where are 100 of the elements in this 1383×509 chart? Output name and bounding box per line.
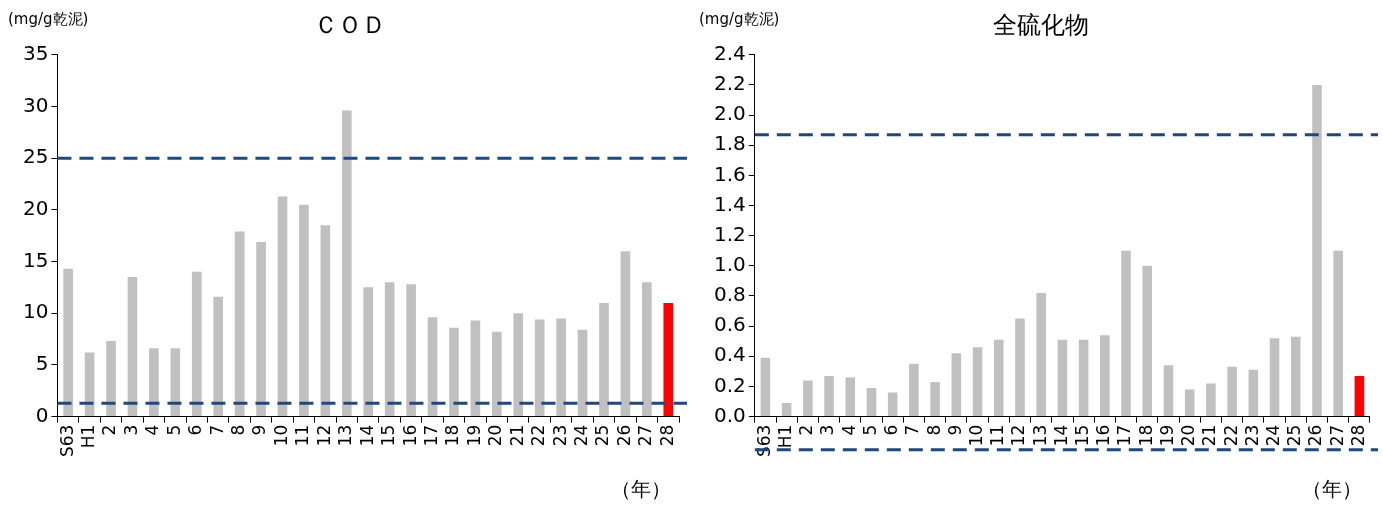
x-tick-label: 5	[163, 424, 184, 436]
bar	[449, 327, 459, 417]
bar	[1248, 369, 1259, 417]
bar	[1312, 84, 1322, 417]
x-tick-label: H1	[775, 424, 796, 449]
bar	[930, 381, 940, 417]
bar	[363, 287, 374, 417]
bar	[256, 241, 266, 417]
y-tick-label: 0.0	[713, 402, 746, 427]
x-tick-label: 11	[987, 424, 1008, 447]
x-tick-label: 20	[1178, 424, 1199, 447]
bar	[63, 268, 73, 417]
y-axis-title: (mg/g乾泥)	[699, 9, 780, 28]
x-tick-label: 12	[1008, 424, 1029, 447]
x-tick-label: 22	[1220, 424, 1241, 447]
x-tick-label: 18	[442, 424, 463, 447]
bar	[866, 387, 877, 417]
chart-title: ＣＯＤ	[313, 10, 386, 39]
x-tick-label: S63	[753, 424, 774, 458]
y-tick-label: 15	[23, 247, 49, 272]
bar	[556, 318, 566, 417]
bar	[534, 319, 545, 417]
bar	[170, 348, 181, 417]
x-tick-label: 16	[399, 424, 420, 447]
x-tick-label: S63	[56, 424, 77, 458]
y-tick-label: 1.4	[713, 191, 746, 216]
bar	[1290, 336, 1301, 417]
x-tick-label: 28	[656, 424, 677, 447]
bar	[213, 296, 224, 417]
bar	[492, 331, 502, 417]
bar	[106, 341, 116, 417]
x-tick-label: 8	[923, 424, 944, 436]
bar	[781, 403, 792, 417]
y-tick-label: 0.8	[713, 282, 746, 307]
bar	[599, 302, 609, 417]
x-tick-label: 17	[1114, 424, 1135, 447]
x-tick-label: 27	[1326, 424, 1347, 447]
bar	[513, 313, 524, 417]
x-tick-label: 10	[270, 424, 291, 447]
y-tick-label: 25	[23, 144, 49, 169]
chart-title: 全硫化物	[992, 10, 1089, 39]
y-tick-label: 5	[35, 351, 49, 376]
x-tick-label: 23	[1241, 424, 1262, 447]
x-tick-label: 4	[838, 424, 859, 436]
x-tick-label: 7	[206, 424, 227, 436]
x-tick-label: 5	[859, 424, 880, 436]
bar	[887, 392, 898, 417]
x-tick-label: 7	[902, 424, 923, 436]
bar	[972, 347, 983, 417]
y-tick-label: 0	[35, 402, 49, 427]
bar	[1015, 318, 1025, 417]
x-tick-label: 13	[335, 424, 356, 447]
bar	[1036, 292, 1046, 417]
bar	[760, 357, 771, 417]
bar	[1227, 366, 1237, 417]
y-tick-label: 2.2	[713, 71, 746, 96]
bar	[1354, 375, 1365, 417]
bar	[1100, 335, 1110, 417]
y-tick-label: 1.2	[713, 221, 746, 246]
bar	[299, 204, 309, 417]
y-tick-label: 1.8	[713, 131, 746, 156]
x-tick-label: 6	[881, 424, 902, 436]
x-tick-label: 22	[528, 424, 549, 447]
bar	[824, 375, 834, 417]
x-tick-label: 13	[1029, 424, 1050, 447]
x-tick-label: 28	[1347, 424, 1368, 447]
y-tick-label: 20	[23, 196, 49, 221]
x-tick-label: 15	[1072, 424, 1093, 447]
bar	[149, 348, 159, 417]
bar	[909, 363, 919, 417]
y-tick-label: 0.6	[713, 312, 746, 337]
x-tick-label: 2	[99, 424, 120, 436]
bar	[577, 329, 588, 417]
bar	[277, 196, 288, 417]
x-tick-label: 11	[292, 424, 313, 447]
x-tick-label: 19	[1156, 424, 1177, 447]
bar	[191, 271, 202, 417]
bar	[803, 380, 813, 417]
bar	[993, 339, 1004, 417]
y-tick-label: 0.4	[713, 342, 746, 367]
bar	[951, 353, 962, 417]
x-axis-title: （年）	[1302, 477, 1362, 502]
bar	[406, 284, 416, 417]
bar	[234, 231, 245, 417]
x-tick-label: 21	[1199, 424, 1220, 447]
bar	[341, 110, 352, 417]
bar	[1142, 265, 1153, 417]
x-tick-label: 19	[463, 424, 484, 447]
bar	[427, 317, 438, 417]
x-tick-label: 6	[185, 424, 206, 436]
bar	[1121, 250, 1131, 417]
bar	[663, 302, 674, 417]
x-tick-label: 14	[1050, 424, 1071, 447]
x-tick-label: 17	[420, 424, 441, 447]
x-tick-label: 26	[613, 424, 634, 447]
y-tick-label: 2.4	[713, 41, 746, 65]
y-tick-label: 10	[23, 299, 49, 324]
x-tick-label: 15	[378, 424, 399, 447]
x-tick-label: 2	[796, 424, 817, 436]
x-tick-label: 20	[485, 424, 506, 447]
